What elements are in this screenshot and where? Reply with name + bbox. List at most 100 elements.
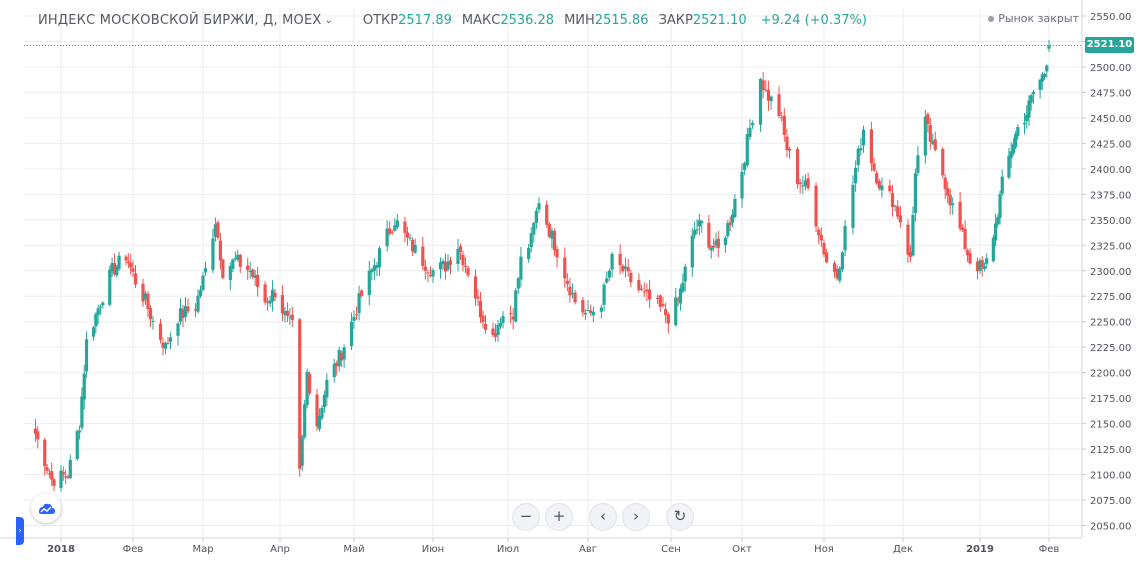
candle-body [423,266,427,271]
candle-body [602,284,606,305]
candle-body [253,275,257,278]
candle-body [216,222,220,238]
open-label: ОТКР [362,12,399,28]
candle-body [335,362,339,367]
open-value: 2517.89 [398,12,452,28]
candle-body [637,279,641,291]
candle-body [1014,133,1018,148]
candle-body [730,214,735,223]
candle-body [493,333,498,337]
candle-body [607,270,612,278]
candle-body [610,253,614,270]
candle-body [91,327,96,337]
candle-body [806,178,810,189]
y-tick-label: 2150.00 [1090,420,1131,431]
candle-body [835,268,839,279]
candle-body [80,396,84,428]
candle-body [948,194,952,206]
candle-body [270,289,275,302]
reset-chart-button[interactable]: ↻ [666,503,694,531]
symbol-title[interactable]: ИНДЕКС МОСКОВСКОЙ БИРЖИ, Д, MOEX [38,12,322,28]
candle-body [446,261,450,270]
candle-body [317,415,322,429]
candle-body [1025,114,1029,122]
candle-body [822,243,826,255]
candle-body [342,347,346,360]
candle-body [183,305,188,317]
candle-body [161,342,165,348]
x-tick-label: Апр [270,544,290,555]
candle-body [1038,79,1042,90]
candle-body [322,394,326,408]
candle-body [124,256,128,261]
candle-body [856,148,860,166]
candle-body [325,379,329,398]
candle-body [674,297,678,326]
candle-body [129,263,133,268]
zoom-out-button[interactable]: − [512,503,540,531]
y-tick-label: 2175.00 [1090,394,1131,405]
candle-body [268,300,272,304]
candle-body [712,245,716,248]
candle-body [555,249,559,258]
candle-body [176,323,180,336]
scroll-right-button[interactable]: › [622,503,650,531]
candle-body [77,430,82,433]
x-tick-label: 2019 [966,544,994,555]
candle-body [898,215,902,223]
candle-body [300,436,304,466]
candles [33,39,1051,492]
candle-body [716,238,720,248]
candle-body [709,247,713,251]
candle-body [591,311,595,316]
y-tick-label: 2350.00 [1090,216,1131,227]
candle-body [527,247,531,260]
close-value: 2521.10 [692,12,747,28]
candle-body [320,407,324,419]
chevron-down-icon[interactable]: ⌄ [324,14,333,26]
candle-body [141,283,145,302]
candle-body [697,220,701,227]
low-value: 2515.86 [594,12,649,28]
candle-body [59,470,63,488]
candle-body [766,89,771,101]
low-label: МИН [564,12,595,28]
candle-body [788,148,792,151]
candle-body [565,280,569,285]
candle-body [782,115,786,135]
candle-body [511,316,515,320]
candle-body [832,263,837,272]
x-tick-label: Ноя [814,544,834,555]
candle-body [441,261,445,265]
candle-body [233,258,237,260]
candle-body [1027,100,1031,118]
candle-body [115,266,119,276]
zoom-in-button[interactable]: + [545,503,573,531]
candle-body [923,116,927,156]
candle-body [875,173,879,184]
x-tick-label: Июн [422,544,444,555]
candle-body [133,273,138,285]
candle-body [916,155,920,173]
candle-body [998,194,1002,218]
candle-body [483,324,488,330]
candle-body [377,248,382,268]
candle-body [661,304,665,307]
candle-body [308,373,312,394]
scroll-left-button[interactable]: ‹ [589,503,617,531]
candle-body [707,222,711,248]
y-tick-label: 2400.00 [1090,165,1131,176]
candle-body [186,306,190,312]
candle-body [45,467,49,471]
candle-body [256,274,260,287]
tradingview-cloud-icon[interactable] [31,493,61,523]
candle-body [112,262,117,275]
candle-body [388,228,392,234]
candle-body [82,373,86,400]
chevron-right-icon[interactable]: › [16,517,24,545]
grid [24,8,1082,538]
candle-body [431,270,435,277]
candle-body [354,314,359,316]
candle-body [750,122,755,126]
